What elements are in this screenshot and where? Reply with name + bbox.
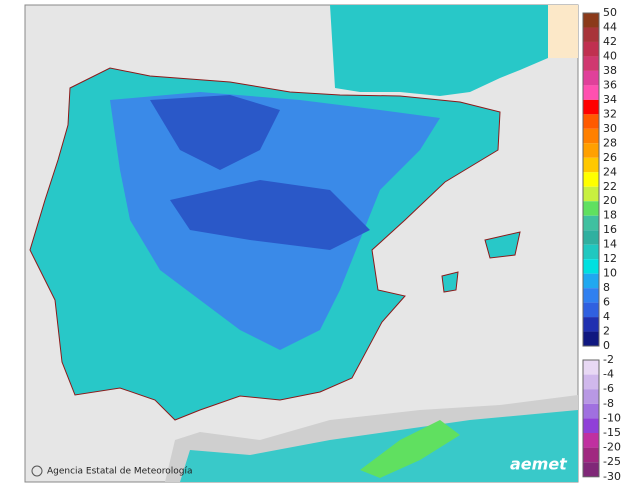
legend-swatch — [583, 418, 599, 433]
legend-label: 38 — [603, 64, 617, 77]
legend-label: -2 — [603, 353, 614, 366]
legend-swatch — [583, 447, 599, 463]
legend-label: 42 — [603, 35, 617, 48]
legend-swatch — [583, 302, 599, 318]
legend-swatch — [583, 273, 599, 289]
legend-label: 6 — [603, 296, 610, 309]
legend-swatch — [583, 331, 599, 347]
legend-label: 12 — [603, 252, 617, 265]
legend-swatch — [583, 186, 599, 202]
france-land — [330, 5, 548, 96]
legend-swatch — [583, 99, 599, 115]
legend-swatch — [583, 288, 599, 303]
legend-swatch — [583, 128, 599, 144]
legend-swatch — [583, 389, 599, 404]
legend-swatch — [583, 172, 599, 187]
legend-label: 16 — [603, 223, 617, 236]
legend-label: -10 — [603, 411, 621, 424]
colder-zone — [150, 95, 280, 170]
credit-icon — [31, 465, 43, 477]
credit: Agencia Estatal de Meteorología — [47, 467, 193, 477]
legend-border — [582, 359, 600, 478]
land-warm — [548, 5, 578, 58]
colder-zone — [170, 180, 370, 250]
legend-label: 2 — [603, 325, 610, 338]
legend-label: -6 — [603, 382, 614, 395]
legend-swatch — [583, 56, 599, 71]
legend-label: 18 — [603, 209, 617, 222]
legend-swatch — [583, 70, 599, 86]
legend-label: -15 — [603, 426, 621, 439]
legend-label: 4 — [603, 310, 610, 323]
legend-swatch — [583, 259, 599, 274]
legend-label: -4 — [603, 368, 614, 381]
legend-label: 8 — [603, 281, 610, 294]
legend-swatch — [583, 374, 599, 390]
legend-swatch — [583, 462, 599, 477]
legend-swatch — [583, 215, 599, 231]
legend-swatch — [583, 13, 599, 28]
map: Agencia Estatal de Meteorología aemet — [24, 4, 579, 483]
legend-swatch — [583, 114, 599, 129]
legend-label: 32 — [603, 107, 617, 120]
warm-zone — [360, 420, 460, 478]
legend-border — [582, 12, 600, 347]
legend-swatch — [583, 360, 599, 375]
legend-label: 22 — [603, 180, 617, 193]
logo: aemet — [510, 455, 568, 474]
legend-swatch — [583, 403, 599, 419]
legend-swatch — [583, 201, 599, 216]
legend-swatch — [583, 230, 599, 245]
legend-label: 14 — [603, 238, 617, 251]
legend-swatch — [583, 317, 599, 332]
legend-label: 40 — [603, 49, 617, 62]
legend-swatch — [583, 41, 599, 57]
legend-label: -8 — [603, 397, 614, 410]
mallorca — [484, 231, 521, 259]
africa-temperature — [180, 410, 578, 482]
legend-label: 10 — [603, 267, 617, 280]
legend-label: -25 — [603, 455, 621, 468]
legend-swatch — [583, 244, 599, 260]
ibiza — [441, 271, 459, 293]
legend-label: 36 — [603, 78, 617, 91]
legend-swatch — [583, 27, 599, 42]
legend-swatch — [583, 85, 599, 100]
legend-label: 0 — [603, 339, 610, 352]
legend: 5044424038363432302826242220181614121086… — [582, 6, 621, 483]
legend-label: 50 — [603, 6, 617, 19]
legend-label: 30 — [603, 122, 617, 135]
legend-label: 44 — [603, 20, 617, 33]
legend-swatch — [583, 143, 599, 158]
legend-label: 24 — [603, 165, 617, 178]
legend-swatch — [583, 157, 599, 173]
legend-label: 34 — [603, 93, 617, 106]
legend-label: -30 — [603, 470, 621, 483]
legend-label: 20 — [603, 194, 617, 207]
legend-label: 26 — [603, 151, 617, 164]
legend-swatch — [583, 433, 599, 448]
legend-label: 28 — [603, 136, 617, 149]
legend-label: -20 — [603, 441, 621, 454]
